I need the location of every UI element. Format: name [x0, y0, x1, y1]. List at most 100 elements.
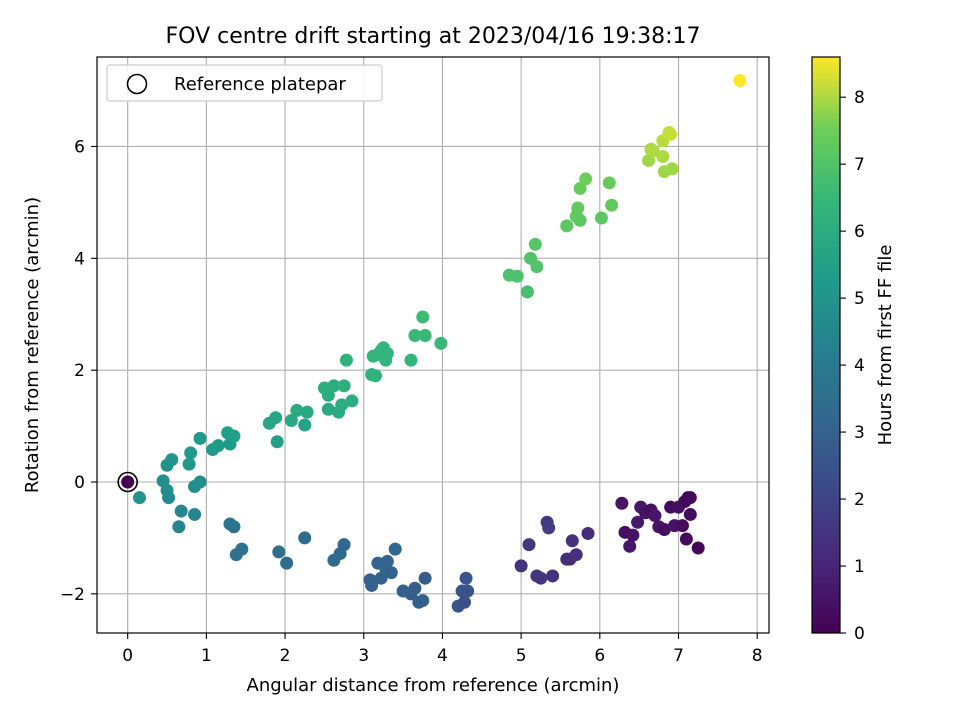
data-point	[461, 584, 475, 598]
data-point	[573, 213, 587, 227]
data-point	[188, 507, 202, 521]
x-tick-label: 1	[201, 646, 212, 666]
colorbar-tick-label: 2	[854, 490, 865, 510]
x-tick-label: 6	[594, 646, 605, 666]
data-point	[339, 353, 353, 367]
data-point	[675, 519, 689, 533]
data-point	[457, 595, 471, 609]
data-point	[272, 545, 286, 559]
data-point	[573, 181, 587, 195]
data-point	[337, 379, 351, 393]
y-axis-ticks: −2 0 2 4 6	[60, 137, 97, 605]
data-point	[594, 211, 608, 225]
data-point	[646, 144, 660, 158]
data-point	[132, 491, 146, 505]
colorbar-tick-label: 5	[854, 289, 865, 309]
colorbar-tick-label: 6	[854, 222, 865, 242]
data-point	[345, 394, 359, 408]
data-point	[683, 491, 697, 505]
colorbar-tick-label: 4	[854, 356, 865, 376]
x-tick-label: 8	[752, 646, 763, 666]
x-tick-label: 4	[437, 646, 448, 666]
data-point	[631, 515, 645, 529]
data-point	[560, 219, 574, 233]
data-point	[380, 554, 394, 568]
data-point	[514, 559, 528, 573]
colorbar-tick-label: 8	[854, 88, 865, 108]
data-point	[665, 162, 679, 176]
data-point	[408, 581, 422, 595]
data-point	[657, 523, 671, 537]
reference-marker	[117, 471, 138, 493]
data-point	[648, 509, 662, 523]
data-point	[270, 435, 284, 449]
data-point	[235, 542, 249, 556]
data-point	[337, 538, 351, 552]
data-point	[369, 369, 383, 383]
colorbar-gradient	[812, 57, 840, 633]
data-point	[380, 346, 394, 360]
data-point	[626, 528, 640, 542]
data-point	[298, 418, 312, 432]
data-point	[227, 520, 241, 534]
colorbar-ticks: 0 1 2 3 4 5 6 7 8	[840, 88, 865, 644]
data-point	[581, 526, 595, 540]
y-tick-label: 6	[74, 137, 85, 157]
data-point	[290, 403, 304, 417]
x-axis-label: Angular distance from reference (arcmin)	[247, 675, 620, 696]
data-point	[691, 541, 705, 555]
data-point	[193, 431, 207, 445]
data-point	[679, 532, 693, 546]
colorbar-tick-label: 1	[854, 557, 865, 577]
data-point	[615, 496, 629, 510]
data-point	[569, 548, 583, 562]
plot-frame	[96, 56, 770, 634]
data-point	[522, 538, 536, 552]
data-point	[565, 534, 579, 548]
legend-label: Reference platepar	[174, 74, 346, 95]
data-point	[321, 388, 335, 402]
chart-title: FOV centre drift starting at 2023/04/16 …	[166, 24, 701, 49]
data-point	[211, 439, 225, 453]
data-point	[121, 475, 135, 489]
data-point	[408, 328, 422, 342]
data-point	[546, 569, 560, 583]
x-tick-label: 2	[280, 646, 291, 666]
data-point	[193, 475, 207, 489]
legend-marker	[126, 73, 148, 95]
data-point	[227, 429, 241, 443]
data-point	[327, 379, 341, 393]
data-point	[571, 201, 585, 215]
data-point	[321, 402, 335, 416]
legend: Reference platepar	[106, 64, 383, 102]
data-point	[284, 413, 298, 427]
data-point	[280, 556, 294, 570]
data-point	[510, 269, 524, 283]
data-point	[162, 491, 176, 505]
data-point	[165, 453, 179, 467]
colorbar-frame	[811, 56, 841, 634]
colorbar-tick-label: 7	[854, 155, 865, 175]
colorbar-tick-label: 3	[854, 423, 865, 443]
data-point	[384, 566, 398, 580]
colorbar-tick-label: 0	[854, 624, 865, 644]
data-point	[542, 521, 556, 535]
x-tick-label: 5	[516, 646, 527, 666]
data-point	[335, 398, 349, 412]
x-tick-label: 0	[122, 646, 133, 666]
data-point	[623, 539, 637, 553]
data-point	[404, 353, 418, 367]
y-tick-label: 4	[74, 249, 85, 269]
data-point	[182, 457, 196, 471]
reference-platepar-marker	[117, 471, 138, 493]
x-axis-ticks: 0 1 2 3 4 5 6 7 8	[122, 633, 763, 666]
data-point	[298, 531, 312, 545]
data-point	[174, 504, 188, 518]
data-point	[434, 336, 448, 350]
data-point	[459, 571, 473, 585]
data-point	[520, 285, 534, 299]
y-axis-label: Rotation from reference (arcmin)	[22, 197, 43, 493]
x-tick-label: 3	[358, 646, 369, 666]
data-point	[388, 542, 402, 556]
